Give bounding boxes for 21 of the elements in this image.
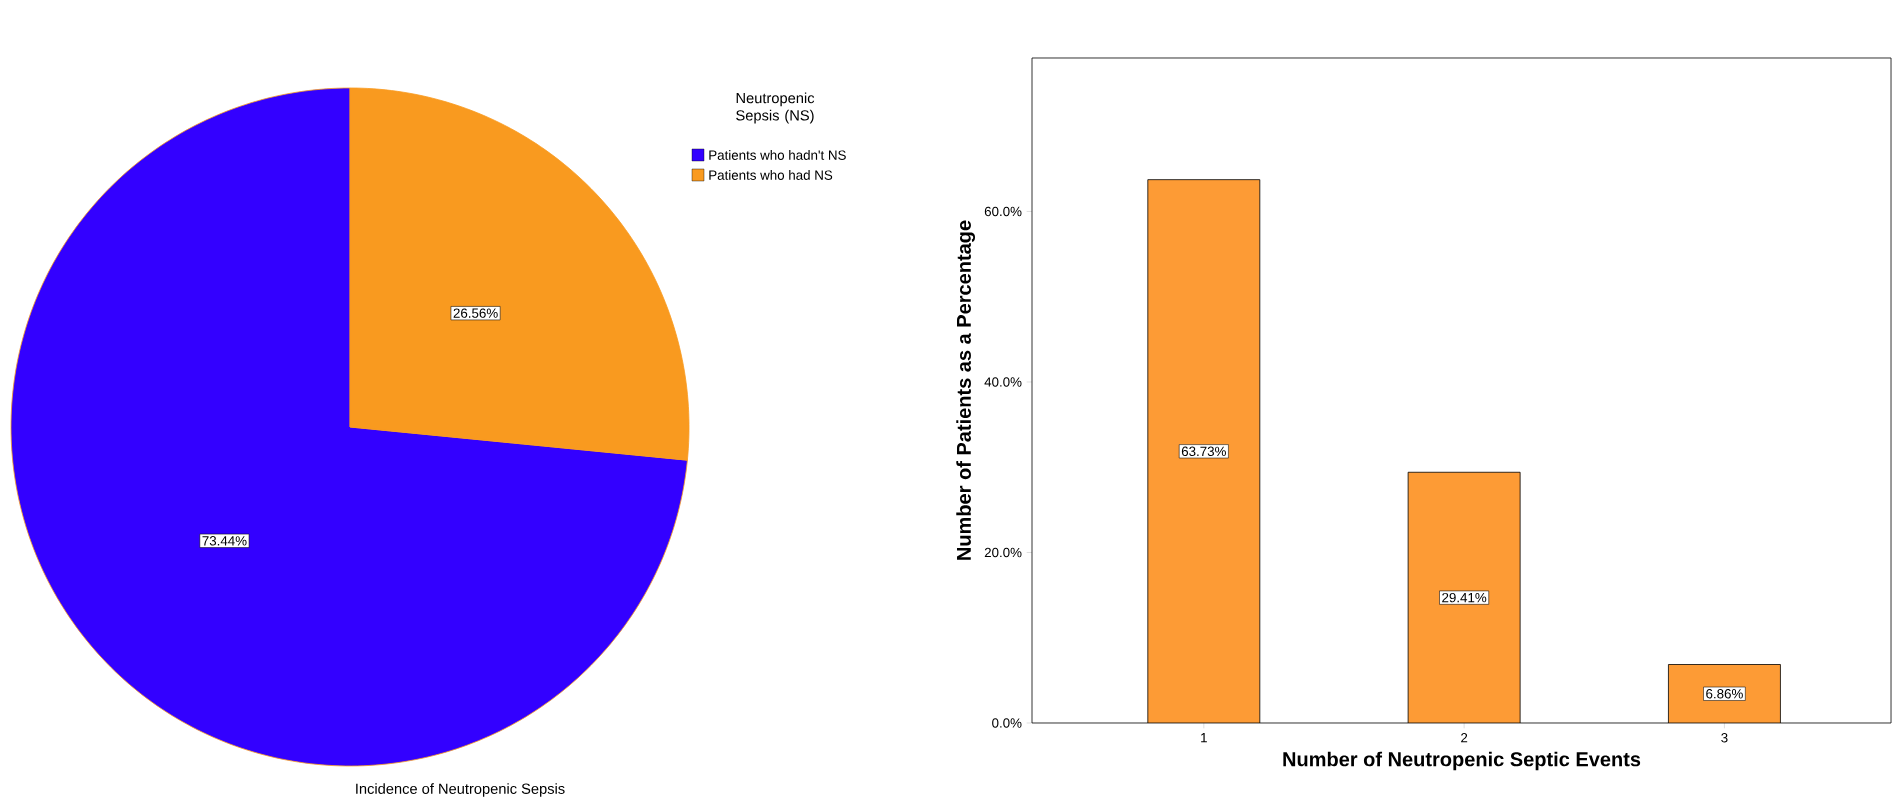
data-label: 63.73% [1181,446,1226,457]
text: Incidence of Neutropenic Sepsis [356,783,565,797]
legend-label: Patients who had NS [709,170,833,180]
legend-label: Patients who hadn't NS [709,150,846,160]
x-tick-label: 2 [1461,733,1468,743]
y-tick-label: 20.0% [984,547,1022,558]
x-axis-title: Number of Neutropenic Septic Events [1283,751,1641,771]
data-label: 6.86% [1706,689,1743,699]
y-tick-label: 40.0% [984,377,1022,387]
y-tick-label: 0.0% [992,718,1022,728]
bar [1407,471,1521,723]
bar [1668,664,1781,723]
data-label: 26.56% [453,308,498,318]
bar [1147,179,1261,723]
y-axis-title: Number of Patients as a Percentage [956,220,976,560]
x-tick-label: 1 [1201,733,1207,743]
x-tick-label: 3 [1721,733,1728,743]
legend-title: Neutropenic Sepsis (NS) [736,92,815,124]
data-label: 29.41% [1442,592,1487,603]
y-tick-label: 60.0% [984,206,1022,217]
data-label: 73.44% [202,536,247,546]
